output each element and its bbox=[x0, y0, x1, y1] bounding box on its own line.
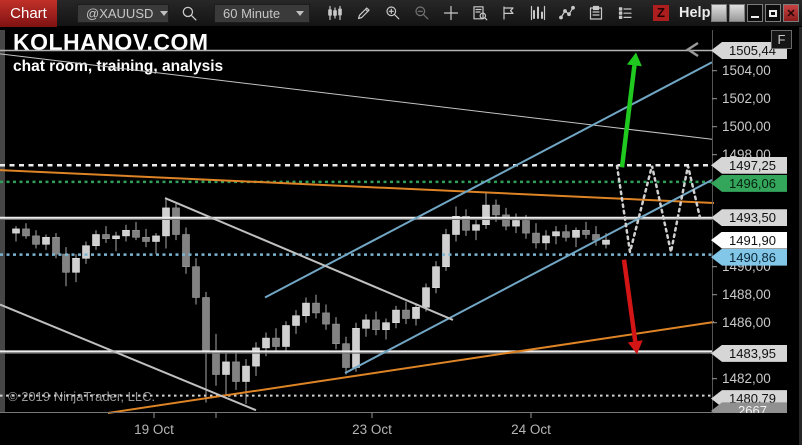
copyright-text: © 2019 NinjaTrader, LLC. bbox=[8, 389, 156, 404]
crosshair-icon[interactable] bbox=[438, 2, 463, 25]
x-axis-date-label: 24 Oct bbox=[511, 422, 551, 437]
price-tag: 1505,44 bbox=[711, 42, 787, 60]
x-axis-date-label: 19 Oct bbox=[134, 422, 174, 437]
data-box-icon[interactable] bbox=[467, 2, 492, 25]
zoom-out-icon[interactable] bbox=[409, 2, 434, 25]
search-icon[interactable] bbox=[177, 2, 202, 25]
window-controls: ✕ bbox=[711, 4, 799, 22]
y-axis-tick-label: 1482,00 bbox=[722, 371, 771, 386]
orange-ascending-trendline[interactable] bbox=[107, 321, 715, 414]
y-axis-tick-label: 1502,00 bbox=[722, 91, 771, 106]
zone-button[interactable]: Z bbox=[653, 5, 669, 21]
candlestick-chart-icon[interactable] bbox=[322, 2, 347, 25]
up-arrow-drawing[interactable] bbox=[619, 52, 642, 168]
y-axis-tick-label: 1488,00 bbox=[722, 287, 771, 302]
chevron-down-icon bbox=[296, 10, 304, 16]
panel-button-2[interactable] bbox=[729, 4, 745, 22]
price-line-pointer-icon bbox=[685, 41, 699, 58]
tab-chart[interactable]: Chart bbox=[0, 0, 57, 27]
panel-button-1[interactable] bbox=[711, 4, 727, 22]
maximize-icon bbox=[769, 9, 777, 17]
down-arrow-drawing[interactable] bbox=[621, 259, 643, 355]
help-menu[interactable]: Help bbox=[679, 5, 711, 21]
blue-channel-upper[interactable] bbox=[264, 61, 713, 299]
interval-selector[interactable]: 60 Minute bbox=[214, 3, 310, 23]
minimize-button[interactable] bbox=[747, 4, 763, 22]
price-tag: 1490,86 bbox=[711, 248, 787, 266]
y-axis-tick-label: 1500,00 bbox=[722, 119, 771, 134]
left-margin-strip bbox=[0, 30, 5, 412]
price-tag: 1493,50 bbox=[711, 209, 787, 227]
close-icon: ✕ bbox=[786, 7, 796, 20]
zoom-in-icon[interactable] bbox=[380, 2, 405, 25]
price-tag: 1497,25 bbox=[711, 156, 787, 174]
strategy-grid-icon[interactable] bbox=[583, 2, 608, 25]
window-edge bbox=[799, 27, 802, 445]
maximize-button[interactable] bbox=[765, 4, 781, 22]
instrument-selector[interactable]: @XAUUSD bbox=[77, 3, 169, 23]
y-axis-tick-label: 1504,00 bbox=[722, 63, 771, 78]
orange-descending-trendline[interactable] bbox=[0, 169, 715, 204]
gray-trendline-from-peak[interactable] bbox=[164, 197, 454, 321]
focus-button[interactable]: F bbox=[771, 30, 792, 49]
price-tag: 1483,95 bbox=[711, 344, 787, 362]
price-tag: 1496,06 bbox=[711, 174, 787, 192]
minimize-icon bbox=[751, 16, 759, 18]
polyline-regression-icon[interactable] bbox=[554, 2, 579, 25]
candlestick-series bbox=[12, 192, 610, 404]
projection-zigzag[interactable] bbox=[615, 164, 702, 253]
interval-value: 60 Minute bbox=[223, 5, 281, 21]
gray-trendline-left[interactable] bbox=[0, 303, 257, 412]
toolbar: Chart @XAUUSD 60 Minute bbox=[0, 0, 802, 27]
toolbar-icons bbox=[322, 2, 641, 25]
price-axis-tags[interactable]: 1505,44 1497,25 1496,06 1493,50 1491,90 1490,… bbox=[0, 27, 802, 413]
price-tag: 1491,90 bbox=[711, 231, 787, 249]
bar-chart-icon[interactable] bbox=[525, 2, 550, 25]
pencil-draw-icon[interactable] bbox=[351, 2, 376, 25]
price-chart-canvas[interactable]: 1504,001502,001500,001498,001490,001488,… bbox=[0, 27, 802, 445]
blue-channel-lower[interactable] bbox=[344, 179, 713, 374]
y-axis-tick-label: 1486,00 bbox=[722, 315, 771, 330]
price-tag: 2667 bbox=[711, 402, 787, 413]
alert-flag-icon[interactable] bbox=[496, 2, 521, 25]
list-view-icon[interactable] bbox=[612, 2, 637, 25]
x-axis-date-label: 23 Oct bbox=[352, 422, 392, 437]
instrument-value: @XAUUSD bbox=[86, 5, 154, 21]
chevron-down-icon bbox=[160, 10, 169, 16]
tab-chart-label: Chart bbox=[10, 4, 47, 22]
close-button[interactable]: ✕ bbox=[783, 4, 799, 22]
